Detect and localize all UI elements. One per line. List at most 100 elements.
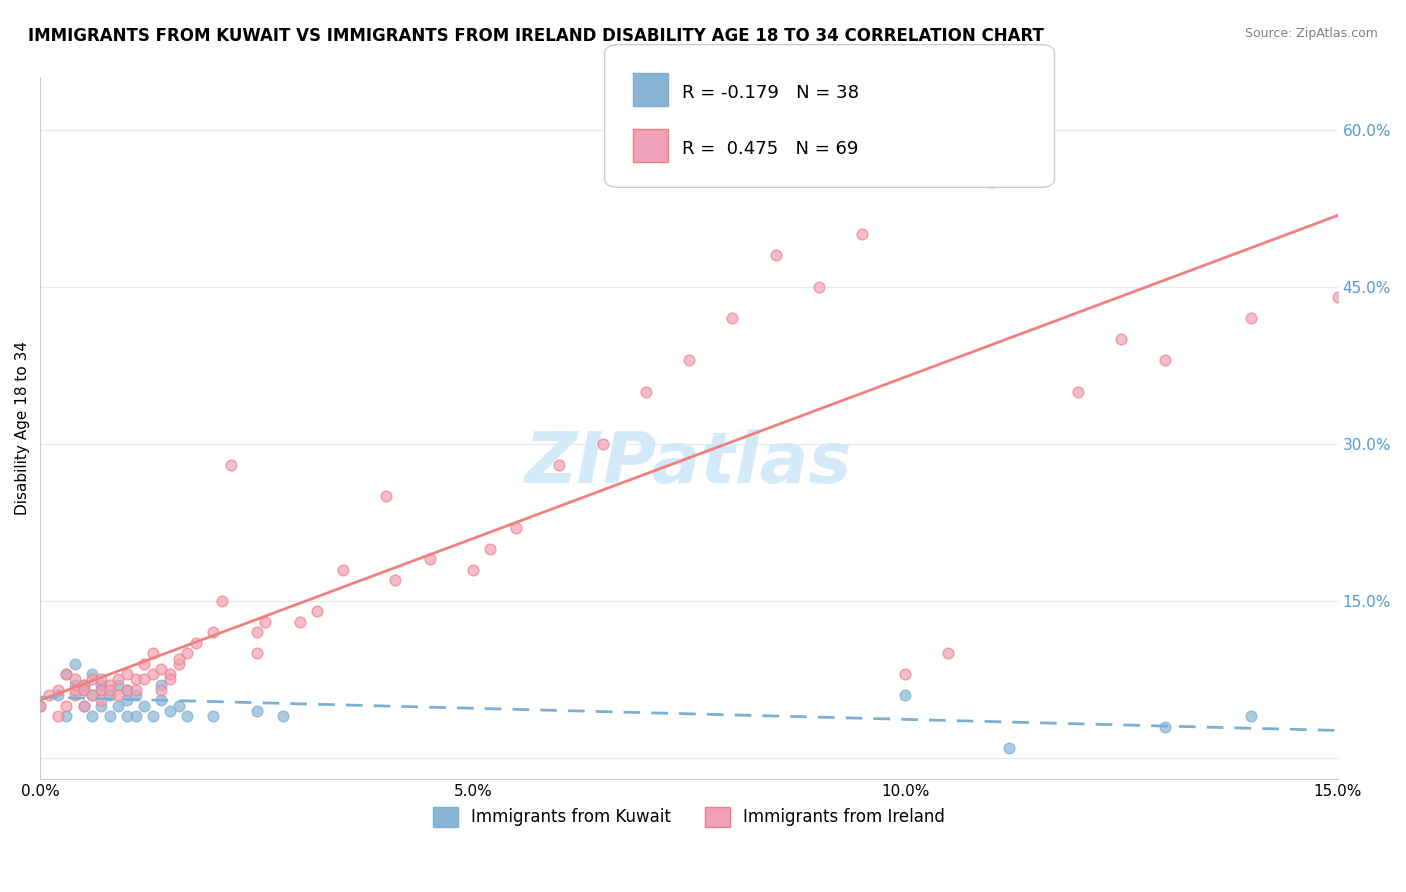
Point: [159, 667, 181, 681]
Point: [938, 646, 960, 660]
Point: [98, 688, 121, 702]
Point: [150, 682, 173, 697]
Point: [307, 604, 329, 618]
Point: [73, 678, 96, 692]
Point: [851, 227, 873, 242]
Point: [461, 562, 484, 576]
Point: [254, 615, 277, 629]
Point: [115, 693, 138, 707]
Point: [176, 646, 198, 660]
Point: [107, 688, 129, 702]
Point: [219, 458, 242, 472]
Point: [73, 698, 96, 713]
Point: [90, 682, 112, 697]
Point: [167, 698, 190, 713]
Point: [142, 667, 165, 681]
Point: [63, 678, 86, 692]
Point: [90, 682, 112, 697]
Point: [721, 311, 744, 326]
Point: [592, 437, 614, 451]
Point: [1153, 353, 1175, 368]
Point: [150, 678, 173, 692]
Point: [55, 709, 77, 723]
Point: [73, 678, 96, 692]
Text: ZIPatlas: ZIPatlas: [526, 429, 852, 498]
Text: R =  0.475   N = 69: R = 0.475 N = 69: [682, 140, 858, 158]
Point: [159, 704, 181, 718]
Point: [82, 709, 104, 723]
Point: [142, 709, 165, 723]
Point: [419, 552, 441, 566]
Point: [634, 384, 657, 399]
Point: [63, 673, 86, 687]
Point: [107, 673, 129, 687]
Point: [1111, 332, 1133, 346]
Point: [150, 693, 173, 707]
Point: [1326, 290, 1348, 304]
Point: [55, 698, 77, 713]
Point: [55, 667, 77, 681]
Point: [124, 682, 146, 697]
Point: [1153, 720, 1175, 734]
Point: [375, 489, 398, 503]
Point: [246, 625, 269, 640]
Point: [98, 682, 121, 697]
Text: Source: ZipAtlas.com: Source: ZipAtlas.com: [1244, 27, 1378, 40]
Point: [90, 693, 112, 707]
Point: [202, 625, 225, 640]
Point: [98, 709, 121, 723]
Point: [124, 688, 146, 702]
Point: [894, 667, 917, 681]
Point: [98, 678, 121, 692]
Point: [998, 740, 1021, 755]
Point: [82, 667, 104, 681]
Text: IMMIGRANTS FROM KUWAIT VS IMMIGRANTS FROM IRELAND DISABILITY AGE 18 TO 34 CORREL: IMMIGRANTS FROM KUWAIT VS IMMIGRANTS FRO…: [28, 27, 1045, 45]
Point: [107, 678, 129, 692]
Point: [1240, 311, 1263, 326]
Point: [894, 688, 917, 702]
Legend: Immigrants from Kuwait, Immigrants from Ireland: Immigrants from Kuwait, Immigrants from …: [426, 800, 952, 834]
Point: [82, 688, 104, 702]
Point: [548, 458, 571, 472]
Point: [90, 698, 112, 713]
Point: [115, 682, 138, 697]
Point: [505, 521, 527, 535]
Point: [134, 673, 156, 687]
Point: [1024, 123, 1046, 137]
Point: [124, 709, 146, 723]
Point: [63, 688, 86, 702]
Point: [246, 704, 269, 718]
Point: [46, 709, 69, 723]
Point: [150, 662, 173, 676]
Point: [142, 646, 165, 660]
Point: [211, 594, 233, 608]
Point: [107, 698, 129, 713]
Point: [184, 636, 207, 650]
Point: [30, 698, 52, 713]
Point: [159, 673, 181, 687]
Point: [288, 615, 311, 629]
Point: [82, 688, 104, 702]
Point: [246, 646, 269, 660]
Point: [90, 673, 112, 687]
Point: [167, 651, 190, 665]
Point: [124, 673, 146, 687]
Point: [678, 353, 700, 368]
Point: [384, 573, 406, 587]
Point: [38, 688, 60, 702]
Y-axis label: Disability Age 18 to 34: Disability Age 18 to 34: [15, 341, 30, 516]
Point: [46, 688, 69, 702]
Point: [55, 667, 77, 681]
Point: [46, 682, 69, 697]
Point: [167, 657, 190, 671]
Point: [980, 175, 1002, 189]
Point: [82, 673, 104, 687]
Point: [332, 562, 354, 576]
Point: [115, 667, 138, 681]
Point: [1240, 709, 1263, 723]
Point: [63, 682, 86, 697]
Point: [134, 698, 156, 713]
Point: [73, 682, 96, 697]
Point: [90, 678, 112, 692]
Point: [30, 698, 52, 713]
